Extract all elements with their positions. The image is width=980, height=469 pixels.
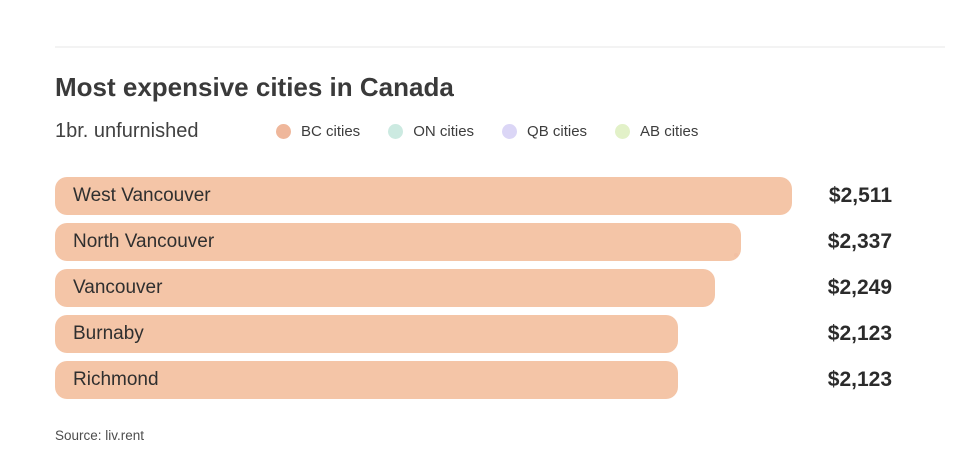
top-divider: [55, 46, 945, 48]
bar-chart: West Vancouver $2,511 North Vancouver $2…: [55, 177, 980, 407]
bar-track: Richmond: [55, 361, 792, 399]
legend: BC cities ON cities QB cities AB cities: [276, 123, 698, 140]
legend-item-label: ON cities: [413, 122, 475, 140]
legend-item: AB cities: [615, 123, 698, 140]
subtitle-legend-row: 1br. unfurnished BC cities ON cities QB …: [55, 118, 980, 144]
legend-item-label: BC cities: [301, 122, 361, 140]
bar-value: $2,249: [827, 276, 892, 299]
bar-label: Burnaby: [73, 323, 144, 344]
bar-label: Richmond: [73, 369, 159, 390]
bar-label: West Vancouver: [73, 185, 211, 206]
legend-dot-icon: [388, 123, 404, 139]
bar-value: $2,123: [827, 368, 892, 391]
legend-item: BC cities: [276, 123, 360, 140]
bar-track: North Vancouver: [55, 223, 792, 261]
bar-row: North Vancouver $2,337: [55, 223, 980, 261]
bar: North Vancouver: [55, 223, 741, 261]
chart-subtitle: 1br. unfurnished: [55, 119, 199, 142]
legend-dot-icon: [615, 123, 631, 139]
bar-label: North Vancouver: [73, 231, 215, 252]
bar-row: Richmond $2,123: [55, 361, 980, 399]
bar: Vancouver: [55, 269, 716, 307]
bar-row: Vancouver $2,249: [55, 269, 980, 307]
bar-value: $2,123: [827, 322, 892, 345]
page-title: Most expensive cities in Canada: [55, 72, 454, 102]
bar-label: Vancouver: [73, 277, 163, 298]
bar-track: Burnaby: [55, 315, 792, 353]
bar: West Vancouver: [55, 177, 792, 215]
source-note: Source: liv.rent: [55, 428, 145, 443]
legend-dot-icon: [276, 123, 291, 139]
bar-value: $2,511: [828, 184, 892, 207]
bar-value: $2,337: [827, 230, 892, 253]
legend-item-label: QB cities: [527, 122, 588, 140]
legend-item: ON cities: [388, 123, 474, 140]
bar-track: West Vancouver: [55, 177, 792, 215]
bar-row: Burnaby $2,123: [55, 315, 980, 353]
bar-track: Vancouver: [55, 269, 792, 307]
bar: Richmond: [55, 361, 679, 399]
dot-artifact: [734, 253, 738, 257]
legend-item-label: AB cities: [640, 122, 699, 140]
legend-dot-icon: [502, 123, 518, 139]
bar-row: West Vancouver $2,511: [55, 177, 980, 215]
bar: Burnaby: [55, 315, 679, 353]
legend-item: QB cities: [502, 123, 587, 140]
